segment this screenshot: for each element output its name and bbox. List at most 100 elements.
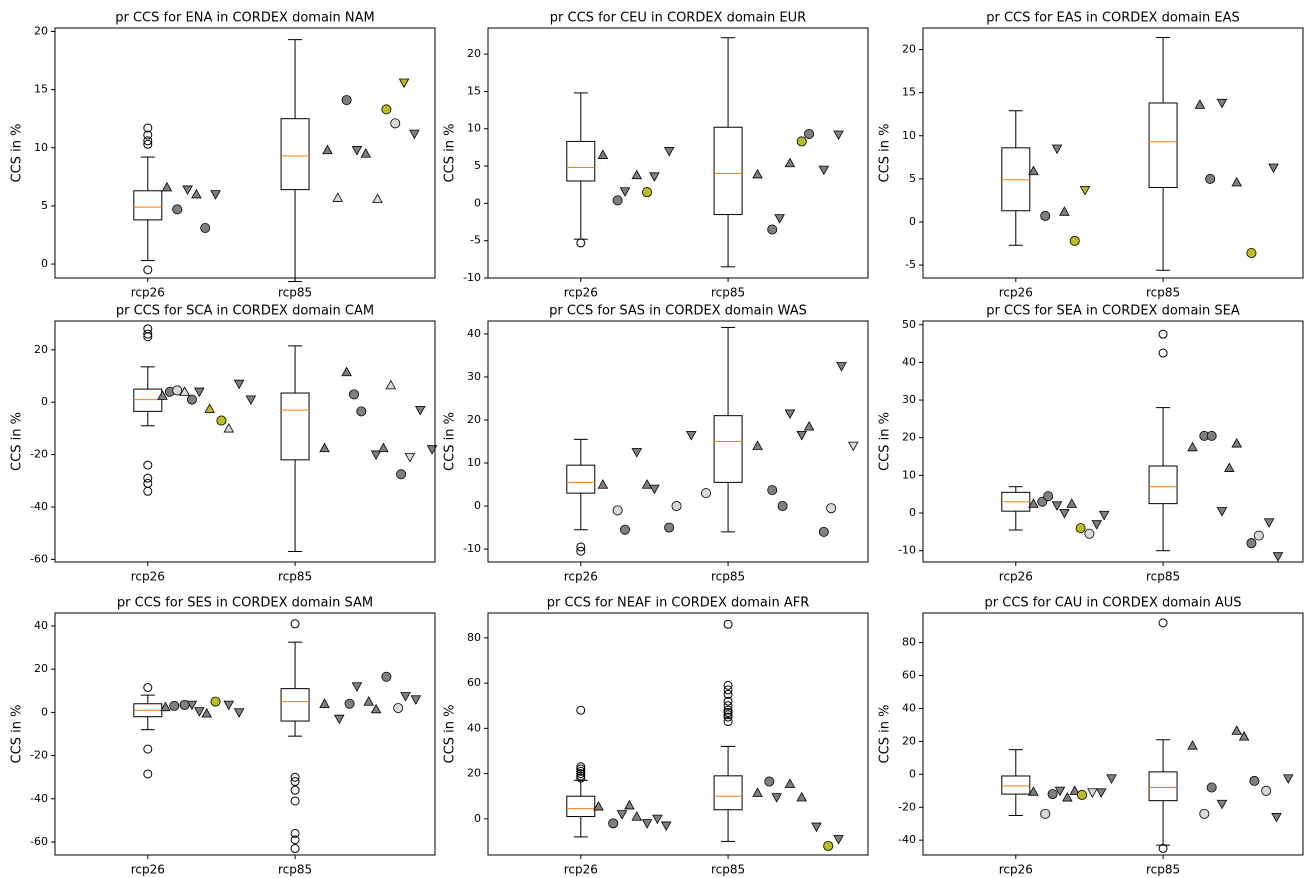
outlier bbox=[576, 238, 586, 248]
outlier bbox=[723, 717, 733, 727]
marker-point bbox=[597, 149, 609, 159]
outlier bbox=[290, 619, 300, 629]
outlier bbox=[290, 828, 300, 838]
box bbox=[1148, 465, 1178, 505]
y-tick-label: 30 bbox=[467, 370, 481, 383]
y-tick-label: 40 bbox=[902, 701, 916, 714]
y-tick-label: 10 bbox=[902, 468, 916, 481]
y-tick-label: 0 bbox=[41, 395, 48, 408]
marker-point bbox=[1231, 437, 1242, 448]
y-tick-label: 20 bbox=[34, 662, 48, 675]
marker-point bbox=[370, 703, 382, 714]
y-tick-label: 0 bbox=[474, 812, 481, 825]
outlier bbox=[143, 486, 153, 496]
marker-point bbox=[157, 390, 168, 400]
box bbox=[280, 688, 310, 722]
x-tick-label: rcp26 bbox=[999, 863, 1033, 877]
marker-point bbox=[332, 192, 344, 202]
marker-point bbox=[1249, 775, 1260, 786]
marker-point bbox=[1271, 813, 1282, 823]
outlier bbox=[143, 744, 153, 754]
marker-point bbox=[796, 136, 807, 147]
y-tick-label: 15 bbox=[467, 84, 481, 97]
y-tick-label: 0 bbox=[474, 499, 481, 512]
x-tick-label: rcp85 bbox=[278, 286, 312, 300]
marker-point bbox=[1205, 173, 1216, 184]
marker-point bbox=[612, 195, 623, 206]
marker-point bbox=[767, 224, 778, 235]
marker-point bbox=[414, 405, 426, 416]
marker-point bbox=[1040, 808, 1051, 819]
y-tick-label: 20 bbox=[34, 24, 48, 37]
marker-point bbox=[322, 144, 333, 155]
marker-point bbox=[818, 165, 830, 176]
marker-point bbox=[1098, 510, 1110, 521]
plot-frame bbox=[54, 27, 436, 279]
outlier bbox=[576, 542, 586, 552]
subplot-title: pr CCS for SAS in CORDEX domain WAS bbox=[549, 304, 807, 319]
marker-point bbox=[210, 190, 221, 200]
y-tick-label: 20 bbox=[902, 734, 916, 747]
marker-point bbox=[370, 450, 382, 461]
y-tick-label: -10 bbox=[463, 542, 481, 555]
outlier bbox=[290, 844, 300, 854]
marker-point bbox=[1194, 99, 1206, 109]
x-tick-label: rcp85 bbox=[278, 570, 312, 584]
marker-point bbox=[172, 204, 183, 215]
y-axis-label: CCS in % bbox=[10, 124, 25, 183]
x-tick-label: rcp85 bbox=[711, 570, 745, 584]
marker-point bbox=[649, 172, 660, 182]
y-axis-label: CCS in % bbox=[443, 412, 458, 471]
marker-point bbox=[1261, 785, 1272, 796]
y-tick-label: -20 bbox=[30, 749, 48, 762]
marker-point bbox=[172, 385, 183, 396]
marker-point bbox=[1187, 740, 1198, 750]
box bbox=[713, 126, 743, 216]
marker-point bbox=[1047, 789, 1058, 800]
box bbox=[566, 795, 596, 818]
box bbox=[713, 415, 743, 483]
marker-point bbox=[356, 406, 367, 417]
box bbox=[280, 392, 310, 461]
y-tick-label: -5 bbox=[905, 258, 916, 271]
marker-point bbox=[1106, 774, 1117, 784]
x-tick-label: rcp85 bbox=[711, 863, 745, 877]
outlier bbox=[723, 689, 733, 699]
y-tick-label: 10 bbox=[467, 122, 481, 135]
marker-point bbox=[1263, 518, 1275, 528]
y-tick-label: 15 bbox=[34, 83, 48, 96]
marker-point bbox=[204, 403, 215, 413]
subplot: pr CCS for SCA in CORDEX domain CAM CCS i… bbox=[10, 304, 438, 584]
outlier bbox=[143, 769, 153, 779]
marker-point bbox=[1206, 782, 1217, 793]
marker-point bbox=[341, 95, 352, 106]
marker-point bbox=[1028, 786, 1039, 796]
marker-point bbox=[612, 505, 623, 516]
marker-point bbox=[398, 78, 410, 89]
marker-point bbox=[685, 430, 697, 441]
subplot-title: pr CCS for NEAF in CORDEX domain AFR bbox=[547, 596, 810, 611]
outlier bbox=[143, 139, 153, 149]
marker-point bbox=[1043, 491, 1054, 502]
marker-point bbox=[351, 146, 363, 156]
marker-point bbox=[385, 379, 397, 390]
marker-point bbox=[1079, 185, 1091, 196]
marker-point bbox=[796, 430, 808, 441]
marker-point bbox=[1054, 786, 1066, 797]
marker-point bbox=[1095, 788, 1107, 798]
marker-point bbox=[804, 128, 815, 139]
marker-point bbox=[823, 840, 834, 851]
marker-point bbox=[833, 130, 844, 141]
y-axis-label: CCS in % bbox=[878, 705, 893, 764]
y-tick-label: 0 bbox=[474, 196, 481, 209]
outlier bbox=[723, 701, 733, 711]
plot-frame bbox=[54, 612, 436, 856]
marker-point bbox=[833, 835, 844, 845]
marker-point bbox=[186, 700, 198, 711]
marker-point bbox=[1069, 235, 1080, 246]
marker-point bbox=[1231, 725, 1242, 735]
marker-point bbox=[660, 821, 672, 832]
marker-point bbox=[344, 698, 355, 709]
outlier bbox=[143, 473, 153, 483]
y-tick-label: 60 bbox=[902, 669, 916, 682]
